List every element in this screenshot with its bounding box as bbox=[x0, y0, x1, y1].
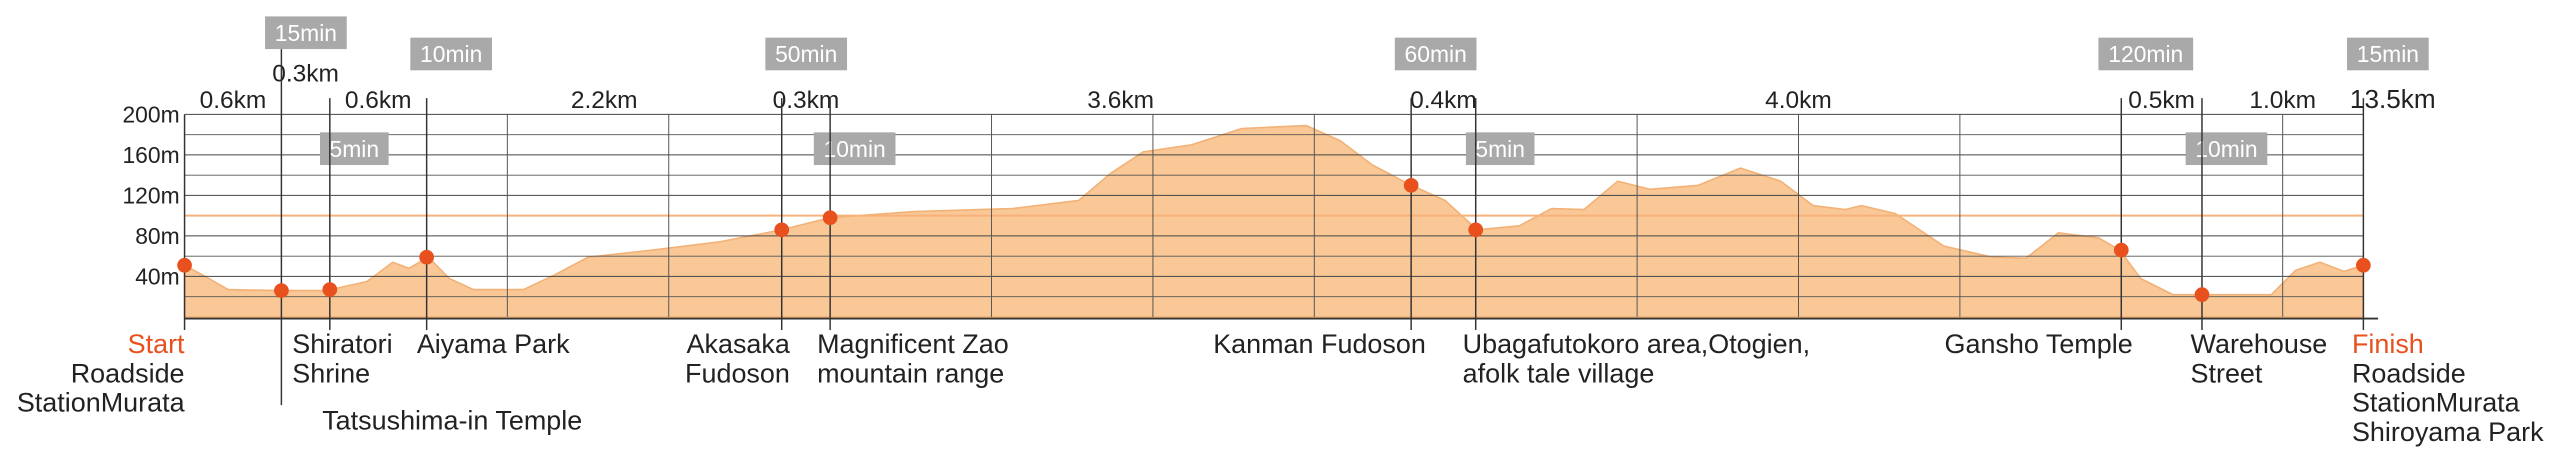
y-tick-label: 200m bbox=[122, 102, 179, 128]
waypoint-name-line: Gansho Temple bbox=[1945, 329, 2133, 359]
y-tick-label: 80m bbox=[135, 223, 179, 249]
time-label: 5min bbox=[1475, 136, 1525, 162]
distance-label: 0.5km bbox=[2128, 87, 2195, 114]
waypoint-dot bbox=[419, 249, 435, 265]
waypoint-dot bbox=[177, 257, 192, 273]
time-badge bbox=[1394, 37, 1477, 71]
waypoint-dot bbox=[2113, 242, 2129, 258]
time-label: 10min bbox=[2195, 136, 2257, 162]
waypoint-name-line: Roadside bbox=[2352, 358, 2466, 388]
y-tick-label: 120m bbox=[122, 183, 179, 209]
waypoint-name-line: Fudoson bbox=[685, 358, 790, 388]
waypoint-name-line: Tatsushima-in Temple bbox=[322, 406, 582, 436]
waypoint-label: Warehouse Street bbox=[2191, 329, 2328, 388]
time-label: 15min bbox=[275, 20, 337, 46]
waypoint-label: Tatsushima-in Temple bbox=[322, 406, 582, 436]
waypoint-label: Ubagafutokoro area,Otogien, afolk tale vi… bbox=[1463, 329, 1810, 388]
waypoint-label: Gansho Temple bbox=[1945, 329, 2133, 359]
time-badge bbox=[765, 37, 848, 71]
waypoint-dot bbox=[322, 282, 338, 297]
waypoint-name-line: Shrine bbox=[292, 358, 370, 388]
time-badge bbox=[813, 132, 896, 166]
waypoint-label: Kanman Fudoson bbox=[1213, 329, 1426, 359]
total-distance-label: 13.5km bbox=[2350, 84, 2436, 114]
waypoint-dot bbox=[2194, 287, 2210, 303]
waypoint-name-line: Kanman Fudoson bbox=[1213, 329, 1426, 359]
waypoint-label: Aiyama Park bbox=[417, 329, 570, 359]
waypoint-label: Magnificent Zao mountain range bbox=[817, 329, 1009, 388]
time-label: 120min bbox=[2108, 41, 2183, 67]
distance-label: 3.6km bbox=[1087, 87, 1154, 114]
elevation-area bbox=[183, 124, 2365, 318]
y-tick-label: 160m bbox=[122, 142, 179, 168]
distance-label: 0.4km bbox=[1410, 87, 1477, 114]
waypoint-name-line: Akasaka bbox=[687, 329, 790, 359]
distance-label: 0.3km bbox=[272, 61, 339, 88]
waypoint-label: Shiratori Shrine bbox=[292, 329, 392, 388]
waypoint-label: Akasaka Fudoson bbox=[685, 329, 790, 388]
waypoint-dot bbox=[1468, 222, 1484, 238]
waypoint-name-line: Shiroyama Park bbox=[2352, 417, 2544, 447]
time-badge bbox=[2185, 132, 2268, 166]
time-badge bbox=[1465, 132, 1535, 166]
waypoint-dot bbox=[2356, 257, 2371, 273]
waypoint-dot bbox=[822, 210, 838, 226]
waypoint-dot bbox=[1403, 177, 1419, 193]
waypoint-tag: Start bbox=[128, 329, 185, 359]
time-badge bbox=[265, 16, 347, 50]
waypoint-name-line: Warehouse bbox=[2191, 329, 2328, 359]
waypoint-name-line: afolk tale village bbox=[1463, 358, 1655, 388]
time-label: 10min bbox=[824, 136, 886, 162]
time-badge bbox=[320, 132, 389, 166]
time-label: 5min bbox=[330, 136, 380, 162]
y-tick-label: 40m bbox=[135, 264, 179, 290]
waypoint-label: Finish Roadside StationMurata Shiroyama Par… bbox=[2352, 329, 2544, 447]
waypoint-name-line: StationMurata bbox=[17, 388, 185, 418]
distance-label: 0.6km bbox=[345, 87, 412, 114]
distance-label: 2.2km bbox=[571, 87, 638, 114]
waypoint-name-line: Roadside bbox=[71, 358, 185, 388]
time-badge bbox=[410, 37, 492, 71]
waypoint-name-line: Ubagafutokoro area,Otogien, bbox=[1463, 329, 1810, 359]
waypoint-dot bbox=[774, 222, 790, 238]
time-label: 10min bbox=[420, 41, 482, 67]
time-label: 50min bbox=[775, 41, 837, 67]
waypoint-label: Start Roadside StationMurata bbox=[17, 329, 185, 418]
time-badge bbox=[2098, 37, 2194, 71]
distance-label: 1.0km bbox=[2249, 87, 2316, 114]
waypoint-dot bbox=[274, 283, 289, 298]
distance-label: 0.3km bbox=[773, 87, 840, 114]
distance-label: 0.6km bbox=[200, 87, 267, 114]
waypoint-name-line: mountain range bbox=[817, 358, 1004, 388]
waypoint-name-line: Street bbox=[2191, 358, 2263, 388]
waypoint-tag: Finish bbox=[2352, 329, 2424, 359]
distance-label: 4.0km bbox=[1765, 87, 1832, 114]
waypoint-name-line: StationMurata bbox=[2352, 388, 2520, 418]
waypoint-name-line: Magnificent Zao bbox=[817, 329, 1009, 359]
waypoint-name-line: Aiyama Park bbox=[417, 329, 570, 359]
time-label: 60min bbox=[1405, 41, 1467, 67]
waypoint-name-line: Shiratori bbox=[292, 329, 392, 359]
time-badge bbox=[2347, 37, 2429, 71]
time-label: 15min bbox=[2357, 41, 2419, 67]
